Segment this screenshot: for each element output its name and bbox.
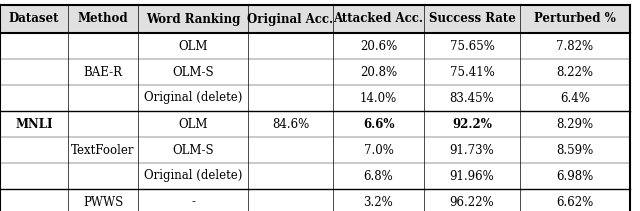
Text: MNLI: MNLI bbox=[15, 118, 52, 130]
Text: TextFooler: TextFooler bbox=[71, 143, 135, 157]
Text: OLM-S: OLM-S bbox=[172, 65, 214, 78]
Text: Word Ranking: Word Ranking bbox=[146, 12, 240, 26]
Text: BAE-R: BAE-R bbox=[83, 65, 122, 78]
Text: 83.45%: 83.45% bbox=[450, 92, 494, 104]
Text: 75.41%: 75.41% bbox=[450, 65, 494, 78]
Text: 84.6%: 84.6% bbox=[272, 118, 309, 130]
Text: OLM: OLM bbox=[179, 118, 208, 130]
Text: -: - bbox=[191, 196, 195, 208]
Text: 7.82%: 7.82% bbox=[556, 39, 593, 53]
Text: OLM: OLM bbox=[179, 39, 208, 53]
Text: Original (delete): Original (delete) bbox=[144, 169, 242, 183]
Text: Attacked Acc.: Attacked Acc. bbox=[333, 12, 424, 26]
Text: 96.22%: 96.22% bbox=[450, 196, 494, 208]
Text: 3.2%: 3.2% bbox=[364, 196, 394, 208]
Text: 8.59%: 8.59% bbox=[556, 143, 594, 157]
Bar bbox=[0, 33, 630, 211]
Text: 20.8%: 20.8% bbox=[360, 65, 397, 78]
Text: 91.96%: 91.96% bbox=[450, 169, 494, 183]
Text: 6.98%: 6.98% bbox=[556, 169, 594, 183]
Text: Success Rate: Success Rate bbox=[429, 12, 515, 26]
Text: 7.0%: 7.0% bbox=[364, 143, 394, 157]
Bar bbox=[0, 5, 630, 33]
Text: 14.0%: 14.0% bbox=[360, 92, 397, 104]
Text: 8.22%: 8.22% bbox=[557, 65, 593, 78]
Text: PWWS: PWWS bbox=[83, 196, 123, 208]
Text: Perturbed %: Perturbed % bbox=[534, 12, 616, 26]
Text: Original (delete): Original (delete) bbox=[144, 92, 242, 104]
Text: 6.4%: 6.4% bbox=[560, 92, 590, 104]
Text: 92.2%: 92.2% bbox=[452, 118, 492, 130]
Text: 8.29%: 8.29% bbox=[556, 118, 593, 130]
Text: 6.6%: 6.6% bbox=[363, 118, 394, 130]
Text: OLM-S: OLM-S bbox=[172, 143, 214, 157]
Text: Dataset: Dataset bbox=[9, 12, 60, 26]
Text: 6.62%: 6.62% bbox=[556, 196, 594, 208]
Text: 75.65%: 75.65% bbox=[449, 39, 495, 53]
Text: Method: Method bbox=[77, 12, 128, 26]
Text: Original Acc.: Original Acc. bbox=[248, 12, 333, 26]
Text: 20.6%: 20.6% bbox=[360, 39, 397, 53]
Text: 6.8%: 6.8% bbox=[364, 169, 394, 183]
Text: 91.73%: 91.73% bbox=[450, 143, 494, 157]
